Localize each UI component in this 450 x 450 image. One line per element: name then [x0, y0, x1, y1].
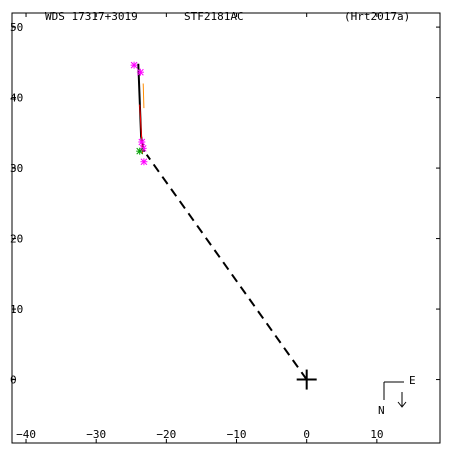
- direction-arrow-icon: [397, 401, 407, 408]
- compass-east-label: E: [409, 374, 416, 387]
- y-tick-label: 50: [10, 21, 23, 34]
- plot-frame: [11, 12, 441, 444]
- discoverer-label: STF2181AC: [184, 10, 244, 23]
- orientation-compass: E N: [378, 374, 416, 417]
- measurement-points: [130, 61, 148, 166]
- plot-border: [11, 12, 441, 444]
- axis-ticks: −40 −30 −20 −10 0 10 0 10 20 30 40 50: [10, 13, 440, 443]
- x-tick-label: −30: [86, 428, 106, 441]
- x-tick-label: −10: [227, 428, 247, 441]
- x-tick-label: −40: [16, 428, 36, 441]
- primary-star-layer: [296, 369, 317, 390]
- y-tick-label: 40: [10, 92, 23, 105]
- compass-north-label: N: [378, 404, 385, 417]
- measurement-point: [136, 68, 144, 76]
- x-tick-label: 10: [370, 428, 383, 441]
- primary-companion-dashed-line: [145, 154, 308, 381]
- measurement-point: [136, 147, 144, 155]
- fit-line: [139, 104, 144, 155]
- orbit-arc: [137, 63, 145, 153]
- measurement-point: [130, 61, 138, 69]
- primary-star-icon: [296, 369, 317, 390]
- y-tick-label: 20: [10, 233, 23, 246]
- residual-line: [142, 83, 145, 109]
- reference-label: (Hrt2017a): [344, 10, 410, 23]
- measurement-point: [138, 138, 146, 146]
- y-tick-label: 30: [10, 162, 23, 175]
- x-tick-label: 0: [303, 428, 310, 441]
- x-tick-label: −20: [156, 428, 176, 441]
- wds-id-label: WDS 17317+3019: [45, 10, 138, 23]
- y-tick-label: 10: [10, 303, 23, 316]
- measurement-point: [140, 158, 148, 166]
- y-tick-label: 0: [10, 374, 17, 387]
- dashed-link-layer: [145, 154, 308, 381]
